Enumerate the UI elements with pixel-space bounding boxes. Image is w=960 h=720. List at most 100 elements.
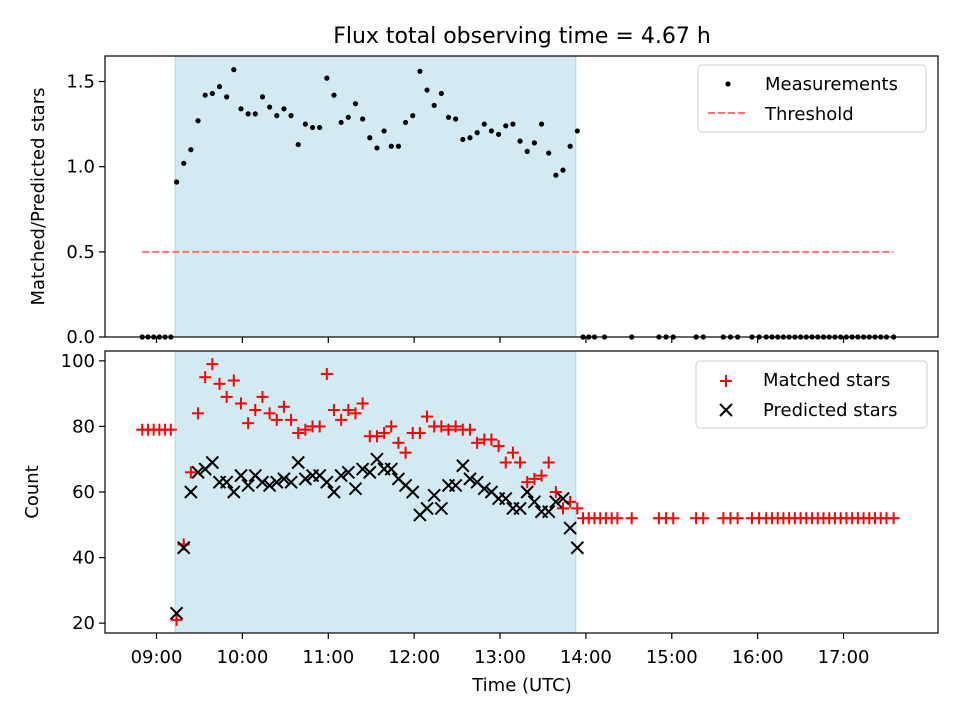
predicted-star-point [270,475,284,489]
legend-measurements-marker [725,81,731,87]
matched-star-point [731,512,744,525]
matched-star-point [242,417,255,430]
matched-star-point [506,446,519,459]
predicted-star-point [191,465,205,480]
measurement-point [467,135,473,141]
measurement-point [381,128,387,134]
measurement-point [245,111,251,117]
predicted-marker-b [320,475,334,489]
measurement-point [181,160,187,166]
measurement-point [488,128,495,134]
predicted-marker-b [327,485,341,499]
measurement-point [374,145,380,151]
measurement-point [352,101,359,107]
matched-star-point [485,433,498,446]
bottom-ytick-label: 60 [72,482,95,503]
matched-star-point [184,466,197,479]
measurement-point [574,128,580,134]
predicted-marker-b [520,485,534,499]
measurement-point [216,84,223,90]
predicted-star-point [513,501,527,516]
xtick-label: 14:00 [560,647,612,668]
legend-measurements-label: Measurements [765,74,898,95]
predicted-star-point [334,468,348,483]
predicted-marker-b [248,468,262,483]
matched-star-point [449,420,462,433]
bottom-y-axis: 20 40 60 80 100 [61,351,105,634]
top-ytick-label: 1.0 [66,157,95,178]
matched-star-point [442,423,455,436]
predicted-marker-b [434,501,449,516]
predicted-star-point [341,465,356,480]
measurement-point [288,113,294,119]
measurement-point [388,143,394,149]
predicted-stars-points [169,452,585,621]
matched-star-point [611,512,624,525]
predicted-marker-b [341,465,356,480]
legend-predicted-label: Predicted stars [763,400,897,421]
predicted-star-point [262,478,277,493]
predicted-star-point [448,478,463,493]
measurement-point [453,116,459,122]
measurement-point [259,94,266,100]
matched-star-point [213,377,226,390]
predicted-marker-b [556,491,570,506]
matched-star-point [220,390,233,403]
predicted-marker-b [255,475,270,489]
predicted-star-point [241,478,255,493]
top-ytick-label: 0.5 [66,242,95,263]
predicted-marker-b [420,501,434,516]
matched-star-point [463,423,476,436]
top-legend-box [697,64,927,133]
matched-star-point [492,440,505,453]
legend-matched-marker [720,375,732,387]
measurement-point [252,111,258,117]
predicted-star-point [219,475,234,489]
measurement-point [410,113,416,119]
predicted-marker-b [270,475,284,489]
matched-star-point [887,512,900,525]
top-x-ticks [155,337,845,343]
predicted-marker-b [398,478,413,493]
measurement-point [338,119,344,126]
measurement-point [395,143,402,149]
xtick-label: 13:00 [474,647,526,668]
matched-star-point [199,371,212,384]
matched-star-point [270,413,283,426]
predicted-marker-b [427,488,441,502]
measurement-point [188,147,194,153]
predicted-star-point [284,475,298,489]
measurement-point [402,119,409,126]
predicted-star-point [320,475,334,489]
matched-star-point [249,404,262,417]
predicted-marker-b [484,485,499,499]
matched-star-point [514,456,527,469]
predicted-marker-b [291,455,305,470]
measurement-point [560,167,566,173]
measurement-point [424,87,430,93]
top-y-axis: 0.0 0.5 1.0 1.5 [66,72,105,348]
predicted-marker-b [298,472,313,486]
matched-star-point [263,407,276,420]
bottom-shaded-interval [174,350,577,634]
bottom-legend-box [695,360,928,429]
predicted-star-point [370,452,384,466]
predicted-marker-b [227,485,241,499]
matched-stars-points [136,358,900,626]
measurement-point [503,123,509,129]
matched-star-point [256,390,269,403]
matched-star-point [399,446,412,459]
predicted-marker-b [191,465,205,480]
measurement-point [266,104,273,110]
matched-star-point [227,374,240,387]
measurement-point [224,94,230,100]
predicted-marker-b [312,468,327,483]
predicted-marker-b [363,465,377,480]
measurement-point [438,90,444,97]
measurement-point [531,140,537,146]
top-panel: 0.0 0.5 1.0 1.5 Matched/Predicted stars Mea… [28,55,939,348]
predicted-star-point [406,485,420,499]
top-plot-frame [104,55,939,338]
predicted-star-point [527,495,542,509]
predicted-marker-b [527,495,542,509]
